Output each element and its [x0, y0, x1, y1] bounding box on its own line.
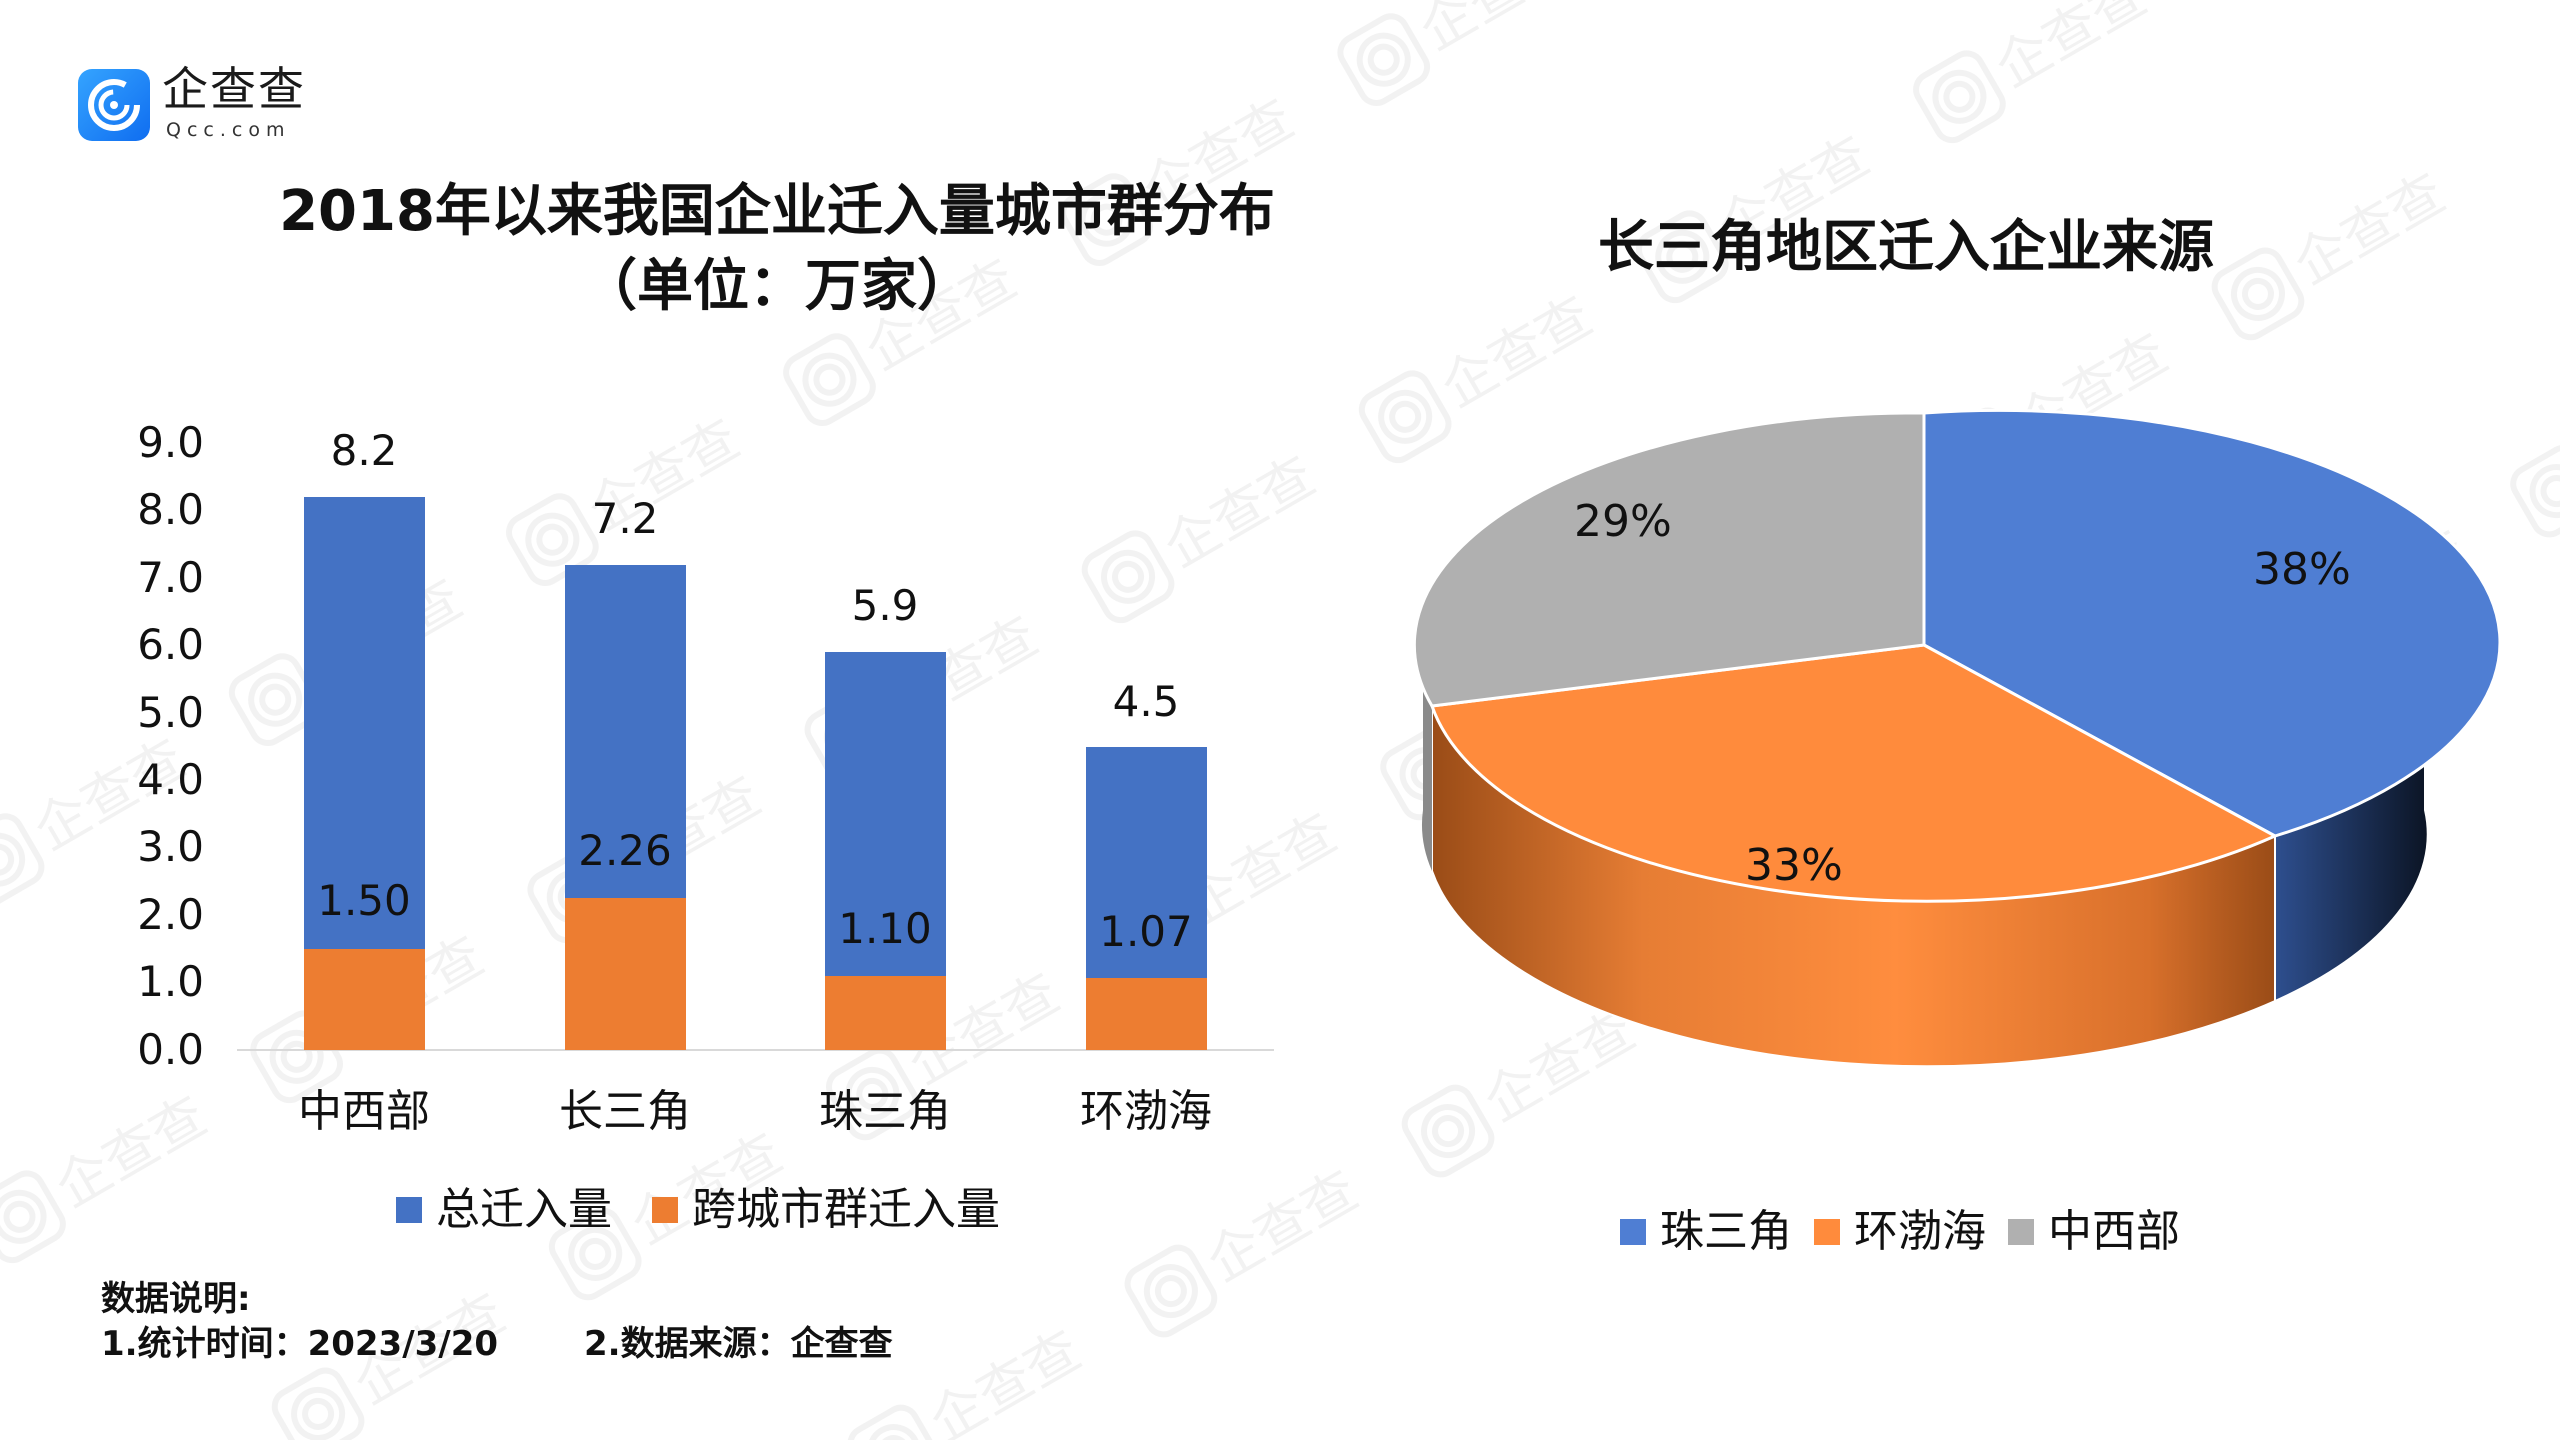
legend-label-zhusanjiao: 珠三角: [1660, 1206, 1792, 1257]
bar-total: [1086, 747, 1207, 978]
pie-slice-huanbohai[interactable]: [1429, 643, 2279, 903]
legend-label-cross: 跨城市群迁入量: [692, 1184, 1000, 1235]
legend-swatch-zhusanjiao: [1620, 1219, 1646, 1245]
bar-total: [304, 497, 425, 949]
bar-chart-title: 2018年以来我国企业迁入量城市群分布: [279, 179, 1275, 244]
x-axis-line: [237, 1049, 1274, 1051]
bar-total: [825, 652, 946, 976]
legend-label-zhongxibu: 中西部: [2048, 1206, 2180, 1257]
bar-cross: [825, 976, 946, 1050]
legend-swatch-total: [396, 1197, 422, 1223]
bar-cross: [565, 898, 686, 1050]
x-category-label: 环渤海: [1080, 1086, 1212, 1137]
cross-value-label: 1.50: [317, 876, 411, 925]
logo-domain: Qcc.com: [166, 119, 291, 141]
y-tick: 7.0: [137, 553, 204, 602]
legend-swatch-cross: [652, 1197, 678, 1223]
bar-chart-subtitle: （单位：万家）: [581, 254, 973, 319]
qcc-logo-icon: [78, 69, 150, 141]
y-tick: 4.0: [137, 755, 204, 804]
total-value-label: 4.5: [1112, 677, 1180, 726]
pie-slice-zhongxibu[interactable]: [1412, 411, 1926, 708]
bar-total: [565, 565, 686, 898]
y-tick: 1.0: [137, 957, 204, 1006]
logo-wordmark: 企查查: [162, 62, 306, 116]
pie-slice-zhusanjiao[interactable]: [1922, 408, 2502, 838]
x-category-label: 中西部: [298, 1086, 430, 1137]
legend-swatch-zhongxibu: [2008, 1219, 2034, 1245]
y-tick: 3.0: [137, 822, 204, 871]
total-value-label: 8.2: [330, 426, 398, 475]
x-category-label: 长三角: [559, 1086, 691, 1137]
cross-value-label: 1.07: [1099, 907, 1193, 956]
notes-heading: 数据说明:: [101, 1279, 251, 1319]
bar-cross: [304, 949, 425, 1050]
total-value-label: 5.9: [851, 581, 919, 630]
y-tick: 8.0: [137, 485, 204, 534]
notes-item-source: 2.数据来源：企查查: [584, 1324, 893, 1364]
pie-label-zhusanjiao: 38%: [2253, 544, 2351, 595]
y-tick: 9.0: [137, 418, 204, 467]
legend-label-total: 总迁入量: [436, 1184, 612, 1235]
notes-item-date: 1.统计时间：2023/3/20: [101, 1324, 499, 1364]
y-tick: 5.0: [137, 688, 204, 737]
pie-chart-legend: 珠三角 环渤海 中西部: [1620, 1210, 2180, 1254]
pie-label-zhongxibu: 29%: [1574, 496, 1672, 547]
cross-value-label: 1.10: [838, 904, 932, 953]
pie-label-huanbohai: 33%: [1745, 840, 1843, 891]
bar-cross: [1086, 978, 1207, 1050]
total-value-label: 7.2: [591, 494, 659, 543]
cross-value-label: 2.26: [578, 826, 672, 875]
y-tick: 6.0: [137, 620, 204, 669]
legend-label-huanbohai: 环渤海: [1854, 1206, 1986, 1257]
pie-chart-title: 长三角地区迁入企业来源: [1598, 215, 2214, 280]
bar-chart-legend: 总迁入量 跨城市群迁入量: [396, 1188, 1000, 1232]
x-category-label: 珠三角: [819, 1086, 951, 1137]
y-tick: 0.0: [137, 1025, 204, 1074]
legend-swatch-huanbohai: [1814, 1219, 1840, 1245]
y-tick: 2.0: [137, 890, 204, 939]
